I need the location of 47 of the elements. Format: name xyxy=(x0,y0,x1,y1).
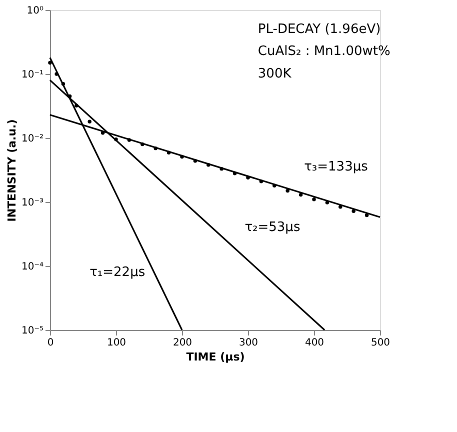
y-tick-label: 10⁻¹ xyxy=(21,70,44,80)
point xyxy=(325,200,330,204)
x-tick-label: 300 xyxy=(238,338,258,348)
point xyxy=(259,180,264,184)
point xyxy=(232,172,237,176)
annotation: τ₂=53μs xyxy=(244,220,300,236)
x-tick-label: 100 xyxy=(106,338,126,348)
point xyxy=(154,146,158,150)
point xyxy=(193,158,198,163)
point xyxy=(180,154,184,159)
y-axis-title: INTENSITY (a.u.) xyxy=(5,119,18,222)
point xyxy=(364,213,369,218)
annotation: PL-DECAY (1.96eV) xyxy=(258,22,381,37)
point xyxy=(220,166,224,171)
point xyxy=(48,60,52,65)
y-tick-label: 10⁻² xyxy=(21,134,44,144)
y-tick-label: 10⁻⁴ xyxy=(21,262,44,272)
x-tick-label: 0 xyxy=(47,338,54,348)
point xyxy=(54,72,58,76)
point xyxy=(338,204,342,209)
x-tick-label: 200 xyxy=(172,338,192,348)
point xyxy=(100,131,105,135)
annotation: τ₃=133μs xyxy=(304,159,368,174)
x-tick-label: 500 xyxy=(370,338,390,348)
y-tick-label: 10⁰ xyxy=(26,6,44,16)
point xyxy=(312,197,316,202)
point xyxy=(272,184,276,188)
point xyxy=(74,104,78,108)
point xyxy=(246,176,250,180)
point xyxy=(352,209,356,213)
point xyxy=(127,138,132,142)
point xyxy=(286,188,290,193)
y-tick-label: 10⁻³ xyxy=(21,198,44,208)
x-tick-label: 400 xyxy=(304,338,324,348)
point xyxy=(68,94,72,98)
point xyxy=(140,142,144,146)
point xyxy=(88,120,92,124)
point xyxy=(206,163,210,167)
annotation: CuAlS₂ : Mn1.00wt% xyxy=(258,44,390,60)
x-axis-title: TIME (μs) xyxy=(186,350,245,364)
point xyxy=(166,150,171,155)
point xyxy=(298,192,303,197)
point xyxy=(114,138,118,142)
annotation: τ₁=22μs xyxy=(90,265,146,280)
y-tick-label: 10⁻⁵ xyxy=(21,326,44,336)
annotation: 300K xyxy=(258,66,292,82)
point xyxy=(61,82,66,86)
